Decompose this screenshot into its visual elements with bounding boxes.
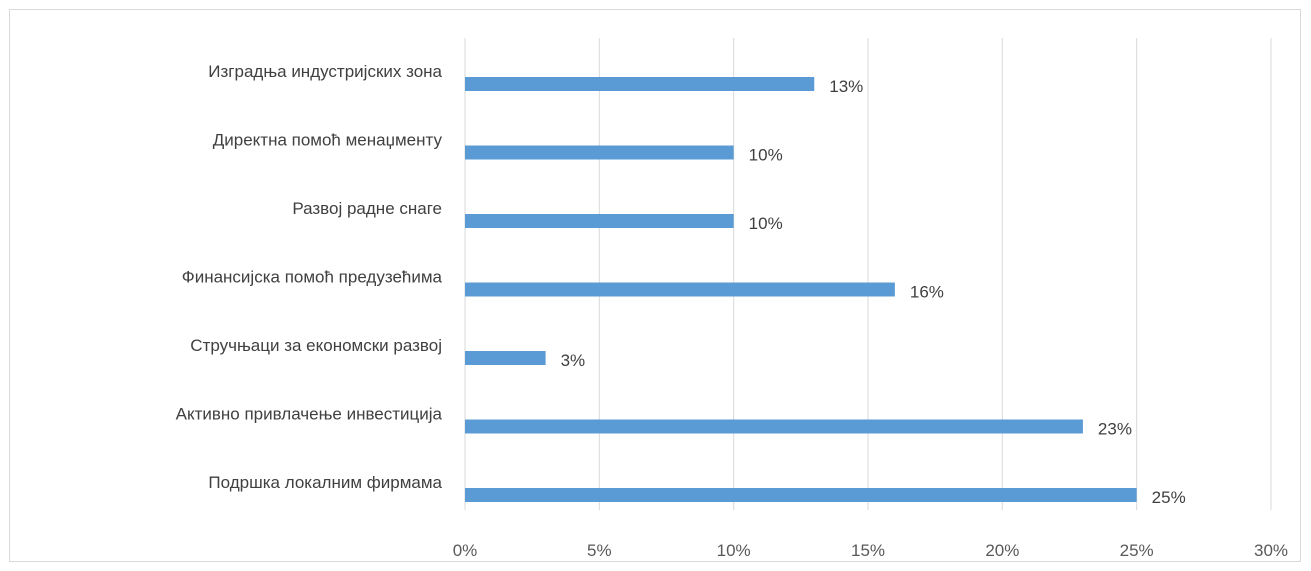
bar (465, 145, 734, 160)
x-axis-tick-labels: 0% 5% 10% 15% 20% 25% 30% (453, 541, 1288, 560)
category-label: Директна помоћ менаџменту (213, 131, 443, 150)
bar (465, 419, 1083, 434)
x-tick-label: 10% (717, 541, 751, 560)
bar (465, 214, 734, 228)
data-label: 10% (749, 146, 783, 165)
x-tick-label: 30% (1254, 541, 1288, 560)
data-label: 10% (749, 214, 783, 233)
x-tick-label: 25% (1120, 541, 1154, 560)
bars (465, 77, 1137, 502)
data-label: 25% (1152, 488, 1186, 507)
x-tick-label: 5% (587, 541, 612, 560)
data-label: 13% (829, 77, 863, 96)
x-tick-label: 15% (851, 541, 885, 560)
x-tick-label: 0% (453, 541, 478, 560)
data-label: 3% (561, 351, 586, 370)
x-tick-label: 20% (985, 541, 1019, 560)
bar (465, 77, 815, 91)
bar (465, 488, 1137, 502)
gridlines (464, 38, 1272, 510)
data-label: 23% (1098, 420, 1132, 439)
bar (465, 351, 546, 365)
data-label: 16% (910, 283, 944, 302)
category-labels: Изградња индустријских зона Директна помо… (176, 62, 443, 492)
category-label: Развој радне снаге (292, 199, 442, 218)
category-label: Финансијска помоћ предузећима (182, 268, 443, 287)
category-label: Активно привлачење инвестиција (176, 405, 443, 424)
bar (465, 282, 895, 297)
data-labels: 13% 10% 10% 16% 3% 23% 25% (561, 77, 1186, 507)
category-label: Подршка локалним фирмама (208, 473, 442, 492)
category-label: Изградња индустријских зона (208, 62, 442, 81)
category-label: Стручњаци за економски развој (190, 336, 442, 355)
